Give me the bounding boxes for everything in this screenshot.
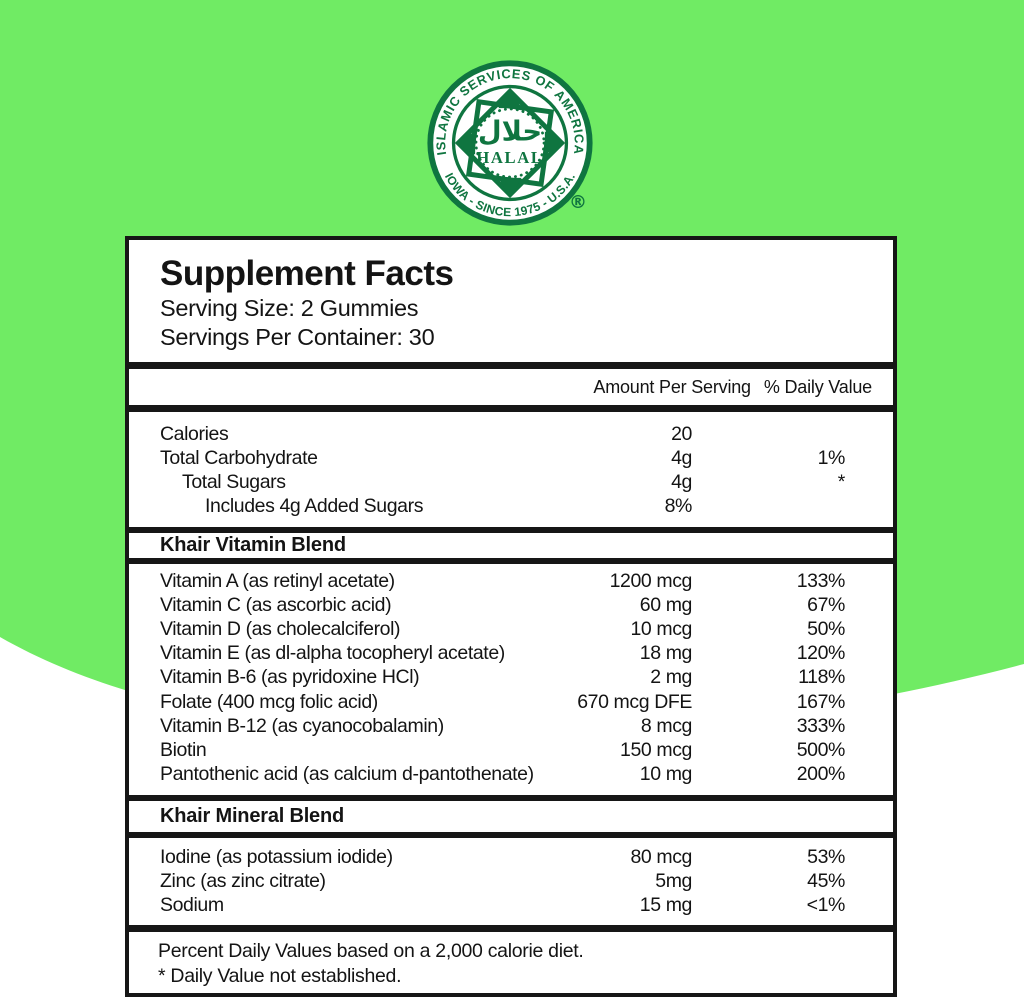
table-row: Includes 4g Added Sugars 8% (160, 495, 845, 519)
nutrient-daily-value: * (837, 470, 846, 493)
halal-arabic-text: حلال (478, 117, 542, 148)
table-row: Folate (400 mcg folic acid) 670 mcg DFE … (160, 690, 845, 714)
nutrient-daily-value: 200% (796, 763, 846, 786)
panel-header: Supplement Facts Serving Size: 2 Gummies… (129, 240, 893, 362)
panel-title: Supplement Facts (160, 254, 454, 293)
nutrient-name: Vitamin E (as dl-alpha tocopheryl acetat… (160, 642, 505, 665)
nutrient-name: Includes 4g Added Sugars (205, 495, 424, 518)
nutrient-daily-value: 45% (807, 869, 845, 892)
serving-size: Serving Size: 2 Gummies (160, 295, 419, 321)
nutrient-name: Vitamin C (as ascorbic acid) (160, 593, 392, 616)
servings-per-container: Servings Per Container: 30 (160, 323, 435, 350)
nutrient-name: Iodine (as potassium iodide) (160, 845, 393, 868)
divider (129, 362, 893, 369)
nutrient-daily-value: 53% (807, 845, 845, 868)
halal-latin-text: HALAL (476, 148, 543, 167)
divider (129, 558, 893, 564)
nutrient-name: Folate (400 mcg folic acid) (160, 690, 378, 713)
divider (129, 527, 893, 533)
nutrient-name: Total Sugars (182, 470, 286, 493)
vitamin-rows: Vitamin A (as retinyl acetate) 1200 mcg … (129, 564, 893, 795)
nutrient-amount: 8% (664, 495, 693, 518)
nutrient-daily-value: 167% (796, 690, 846, 713)
nutrient-amount: 1200 mcg (609, 569, 693, 592)
divider (129, 405, 893, 412)
nutrient-amount: 4g (671, 446, 692, 469)
nutrient-amount: 10 mcg (630, 617, 692, 640)
nutrient-name: Vitamin B-12 (as cyanocobalamin) (160, 714, 444, 737)
nutrient-amount: 5mg (655, 869, 692, 892)
nutrient-daily-value: 67% (807, 593, 845, 616)
table-row: Sodium 15 mg <1% (160, 893, 845, 917)
nutrient-name: Vitamin B-6 (as pyridoxine HCl) (160, 666, 420, 689)
macro-rows: Calories 20 Total Carbohydrate 4g 1% Tot… (129, 412, 893, 527)
nutrient-amount: 60 mg (639, 593, 693, 616)
nutrient-amount: 8 mcg (640, 714, 693, 737)
table-row: Total Sugars 4g * (160, 470, 845, 494)
nutrient-name: Total Carbohydrate (160, 446, 318, 469)
divider (129, 795, 893, 801)
table-row: Biotin 150 mcg 500% (160, 738, 845, 762)
nutrient-daily-value: 1% (817, 446, 846, 469)
divider (129, 832, 893, 838)
column-daily-value: % Daily Value (763, 376, 872, 397)
nutrient-daily-value: 500% (796, 738, 846, 761)
column-headers: Amount Per Serving % Daily Value (129, 369, 893, 405)
table-row: Iodine (as potassium iodide) 80 mcg 53% (160, 845, 845, 869)
footnotes: Percent Daily Values based on a 2,000 ca… (129, 932, 893, 1000)
nutrient-daily-value: 50% (807, 617, 845, 640)
table-row: Pantothenic acid (as calcium d-pantothen… (160, 763, 845, 787)
nutrient-daily-value: 333% (796, 714, 846, 737)
nutrient-amount: 15 mg (639, 893, 693, 916)
table-row: Zinc (as zinc citrate) 5mg 45% (160, 869, 845, 893)
nutrient-name: Pantothenic acid (as calcium d-pantothen… (160, 763, 534, 786)
nutrient-daily-value: 118% (798, 666, 845, 689)
column-amount-per-serving: Amount Per Serving (593, 376, 751, 397)
section-header-vitamin-blend: Khair Vitamin Blend (160, 534, 346, 556)
dotted-circle (474, 107, 546, 179)
halal-badge-graphic: ISLAMIC SERVICES OF AMERICA IOWA - SINCE… (427, 60, 593, 226)
registered-trademark-symbol: ® (569, 192, 587, 213)
table-row: Vitamin D (as cholecalciferol) 10 mcg 50… (160, 617, 845, 641)
footnote-daily-values: Percent Daily Values based on a 2,000 ca… (158, 940, 584, 962)
nutrient-daily-value: <1% (806, 893, 846, 916)
nutrient-amount: 80 mcg (630, 845, 692, 868)
nutrient-amount: 18 mg (639, 642, 693, 665)
nutrient-daily-value: 120% (796, 642, 846, 665)
star-arrowheads (455, 88, 565, 198)
nutrient-amount: 150 mcg (620, 738, 692, 761)
table-row: Vitamin E (as dl-alpha tocopheryl acetat… (160, 642, 845, 666)
nutrient-name: Calories (160, 422, 229, 445)
table-row: Vitamin C (as ascorbic acid) 60 mg 67% (160, 593, 845, 617)
nutrient-name: Vitamin D (as cholecalciferol) (160, 617, 401, 640)
nutrient-amount: 670 mcg DFE (577, 690, 692, 713)
nutrient-amount: 10 mg (639, 763, 693, 786)
table-row: Vitamin B-12 (as cyanocobalamin) 8 mcg 3… (160, 714, 845, 738)
nutrient-amount: 20 (671, 422, 692, 445)
table-row: Total Carbohydrate 4g 1% (160, 446, 845, 470)
table-row: Calories 20 (160, 422, 845, 446)
nutrient-name: Sodium (160, 893, 224, 916)
nutrient-amount: 2 mg (650, 666, 692, 689)
nutrient-name: Biotin (160, 738, 207, 761)
nutrient-name: Zinc (as zinc citrate) (160, 869, 326, 892)
mineral-rows: Iodine (as potassium iodide) 80 mcg 53% … (129, 838, 893, 925)
supplement-facts-panel: Supplement Facts Serving Size: 2 Gummies… (125, 236, 897, 997)
table-row: Vitamin A (as retinyl acetate) 1200 mcg … (160, 569, 845, 593)
section-header-mineral-blend: Khair Mineral Blend (160, 805, 345, 827)
nutrient-daily-value: 133% (796, 569, 846, 592)
badge-inner-ring (451, 84, 569, 202)
footnote-not-established: * Daily Value not established. (158, 964, 402, 987)
nutrient-name: Vitamin A (as retinyl acetate) (160, 569, 395, 592)
nutrient-amount: 4g (671, 470, 692, 493)
divider (129, 925, 893, 932)
table-row: Vitamin B-6 (as pyridoxine HCl) 2 mg 118… (160, 666, 845, 690)
halal-certification-logo: ISLAMIC SERVICES OF AMERICA IOWA - SINCE… (427, 60, 593, 226)
